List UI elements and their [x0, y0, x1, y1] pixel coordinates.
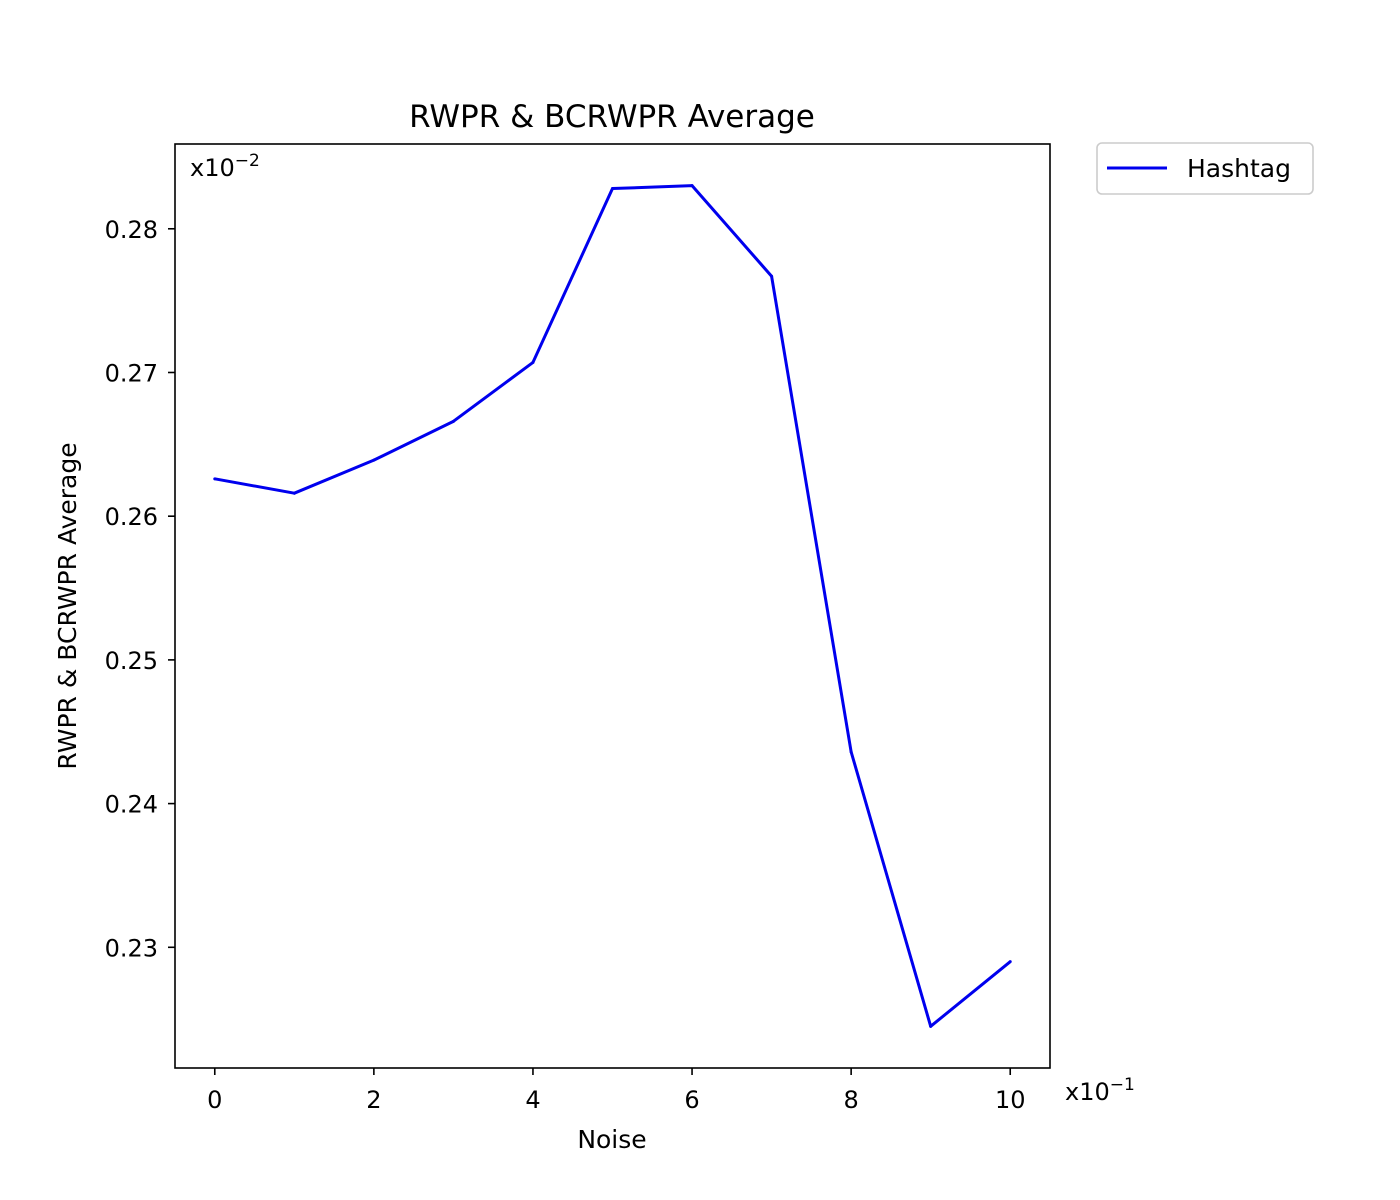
y-multiplier-exponent: −2 — [235, 151, 260, 171]
y-tick-label: 0.26 — [105, 503, 158, 531]
data-point — [531, 360, 535, 364]
data-point — [770, 274, 774, 278]
data-point — [849, 750, 853, 754]
data-point — [372, 458, 376, 462]
y-multiplier: x10−2 — [190, 151, 260, 182]
plot-area: 0 2 4 6 8 10 0.23 0.24 0.25 0.26 0.27 0.28 — [105, 143, 1051, 1114]
data-point — [213, 477, 217, 481]
series-layer — [213, 184, 1012, 1028]
x-tick-label: 0 — [207, 1086, 222, 1114]
x-axis-ticks: 0 2 4 6 8 10 — [207, 1068, 1026, 1114]
legend-label-hashtag: Hashtag — [1187, 154, 1291, 183]
y-tick-label: 0.27 — [105, 359, 158, 387]
x-tick-label: 4 — [525, 1086, 540, 1114]
x-tick-label: 10 — [995, 1086, 1026, 1114]
plot-frame — [174, 143, 1051, 1069]
x-axis-label: Noise — [577, 1125, 646, 1154]
data-point — [292, 491, 296, 495]
x-multiplier: x10−1 — [1065, 1075, 1135, 1106]
data-point — [1008, 960, 1012, 964]
y-tick-label: 0.23 — [105, 934, 158, 962]
x-tick-label: 8 — [843, 1086, 858, 1114]
x-tick-label: 6 — [684, 1086, 699, 1114]
chart-title: RWPR & BCRWPR Average — [409, 99, 815, 135]
x-multiplier-base: x10 — [1065, 1078, 1110, 1106]
y-axis-label: RWPR & BCRWPR Average — [53, 442, 82, 769]
y-tick-label: 0.24 — [105, 791, 158, 819]
series-line-hashtag — [214, 184, 1012, 1028]
data-point — [929, 1024, 933, 1028]
y-tick-label: 0.25 — [105, 647, 158, 675]
legend-box — [1096, 142, 1314, 195]
legend: Hashtag — [1096, 142, 1314, 195]
x-multiplier-exponent: −1 — [1110, 1075, 1135, 1095]
data-point — [690, 184, 694, 188]
data-point — [611, 187, 614, 191]
y-axis-ticks: 0.23 0.24 0.25 0.26 0.27 0.28 — [105, 216, 175, 962]
x-tick-label: 2 — [366, 1086, 381, 1114]
y-tick-label: 0.28 — [105, 216, 158, 244]
y-multiplier-base: x10 — [190, 154, 235, 182]
data-point — [451, 419, 455, 423]
